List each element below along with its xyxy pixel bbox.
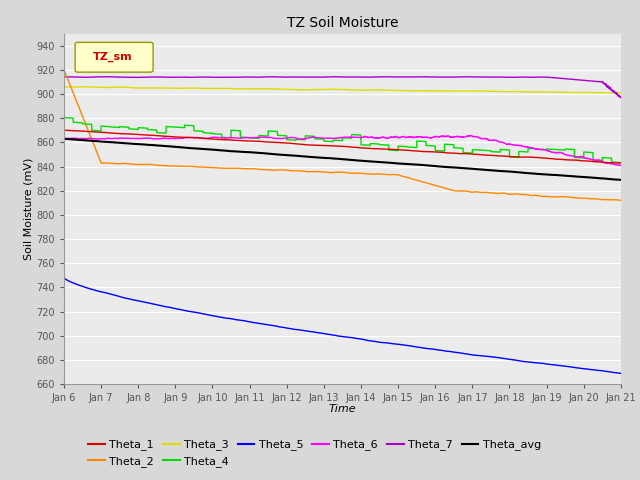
Theta_7 xyxy=(60,74,68,80)
Theta_7 xyxy=(179,74,187,80)
Line: Theta_2: Theta_2 xyxy=(64,70,621,200)
Theta_7 xyxy=(617,95,625,100)
Text: TZ_sm: TZ_sm xyxy=(93,52,133,62)
Theta_3 xyxy=(397,88,404,94)
Theta_4 xyxy=(616,160,624,166)
Line: Theta_6: Theta_6 xyxy=(64,135,621,166)
Theta_5 xyxy=(60,275,68,280)
Theta_3 xyxy=(216,85,223,91)
Theta_7 xyxy=(616,95,624,101)
Theta_7 xyxy=(564,76,572,82)
Theta_7 xyxy=(269,74,276,80)
Theta_1 xyxy=(61,127,69,133)
Theta_7 xyxy=(216,74,223,80)
Theta_6 xyxy=(60,136,68,142)
Theta_1 xyxy=(216,137,223,143)
Theta_avg xyxy=(60,136,68,142)
Theta_5 xyxy=(406,343,414,349)
Theta_5 xyxy=(179,307,187,313)
Line: Theta_5: Theta_5 xyxy=(64,277,621,373)
Theta_4 xyxy=(397,144,404,149)
Theta_4 xyxy=(564,146,572,152)
Theta_2 xyxy=(616,197,624,203)
Theta_3 xyxy=(82,84,90,90)
Theta_2 xyxy=(216,165,223,171)
Y-axis label: Soil Moisture (mV): Soil Moisture (mV) xyxy=(24,157,33,260)
Theta_1 xyxy=(397,147,404,153)
Theta_1 xyxy=(60,127,68,133)
Theta_3 xyxy=(607,90,615,96)
Theta_6 xyxy=(616,163,624,168)
Theta_6 xyxy=(397,134,404,140)
Theta_avg xyxy=(564,173,572,179)
Theta_5 xyxy=(616,371,624,376)
Theta_7 xyxy=(406,74,414,80)
Theta_3 xyxy=(406,88,414,94)
Line: Theta_7: Theta_7 xyxy=(64,77,621,98)
Theta_1 xyxy=(617,160,625,166)
Theta_6 xyxy=(617,162,625,168)
Theta_6 xyxy=(216,134,223,140)
Theta_2 xyxy=(179,164,187,169)
Theta_6 xyxy=(467,132,475,138)
Theta_1 xyxy=(406,148,414,154)
Theta_3 xyxy=(60,84,68,90)
Theta_avg xyxy=(616,177,624,183)
Theta_5 xyxy=(564,364,572,370)
Theta_2 xyxy=(397,173,404,179)
Theta_avg xyxy=(406,161,414,167)
Theta_4 xyxy=(406,144,414,150)
Title: TZ Soil Moisture: TZ Soil Moisture xyxy=(287,16,398,30)
X-axis label: Time: Time xyxy=(328,405,356,414)
Theta_7 xyxy=(397,74,404,80)
Theta_2 xyxy=(406,176,414,181)
Line: Theta_1: Theta_1 xyxy=(64,130,621,163)
Line: Theta_3: Theta_3 xyxy=(64,87,621,93)
Theta_1 xyxy=(564,157,572,163)
Theta_6 xyxy=(406,134,414,140)
Theta_4 xyxy=(617,160,625,166)
Theta_4 xyxy=(60,115,68,120)
Theta_1 xyxy=(180,134,188,140)
Theta_3 xyxy=(564,89,572,95)
Line: Theta_avg: Theta_avg xyxy=(64,139,621,180)
Line: Theta_4: Theta_4 xyxy=(64,118,621,163)
Theta_avg xyxy=(397,161,404,167)
Theta_5 xyxy=(216,314,223,320)
Theta_4 xyxy=(179,125,187,131)
Theta_2 xyxy=(60,67,68,73)
Theta_1 xyxy=(617,160,625,166)
FancyBboxPatch shape xyxy=(75,42,153,72)
Legend: Theta_1, Theta_2, Theta_3, Theta_4, Theta_5, Theta_6, Theta_7, Theta_avg: Theta_1, Theta_2, Theta_3, Theta_4, Thet… xyxy=(84,435,545,471)
Theta_4 xyxy=(216,131,223,137)
Theta_6 xyxy=(564,153,572,158)
Theta_6 xyxy=(617,162,625,168)
Theta_3 xyxy=(180,85,188,91)
Theta_3 xyxy=(617,90,625,96)
Theta_5 xyxy=(397,342,404,348)
Theta_6 xyxy=(179,135,187,141)
Theta_3 xyxy=(617,90,625,96)
Theta_2 xyxy=(617,197,625,203)
Theta_avg xyxy=(216,147,223,153)
Theta_7 xyxy=(617,95,625,100)
Theta_avg xyxy=(617,177,625,183)
Theta_2 xyxy=(564,194,572,200)
Theta_avg xyxy=(179,144,187,150)
Theta_5 xyxy=(617,371,625,376)
